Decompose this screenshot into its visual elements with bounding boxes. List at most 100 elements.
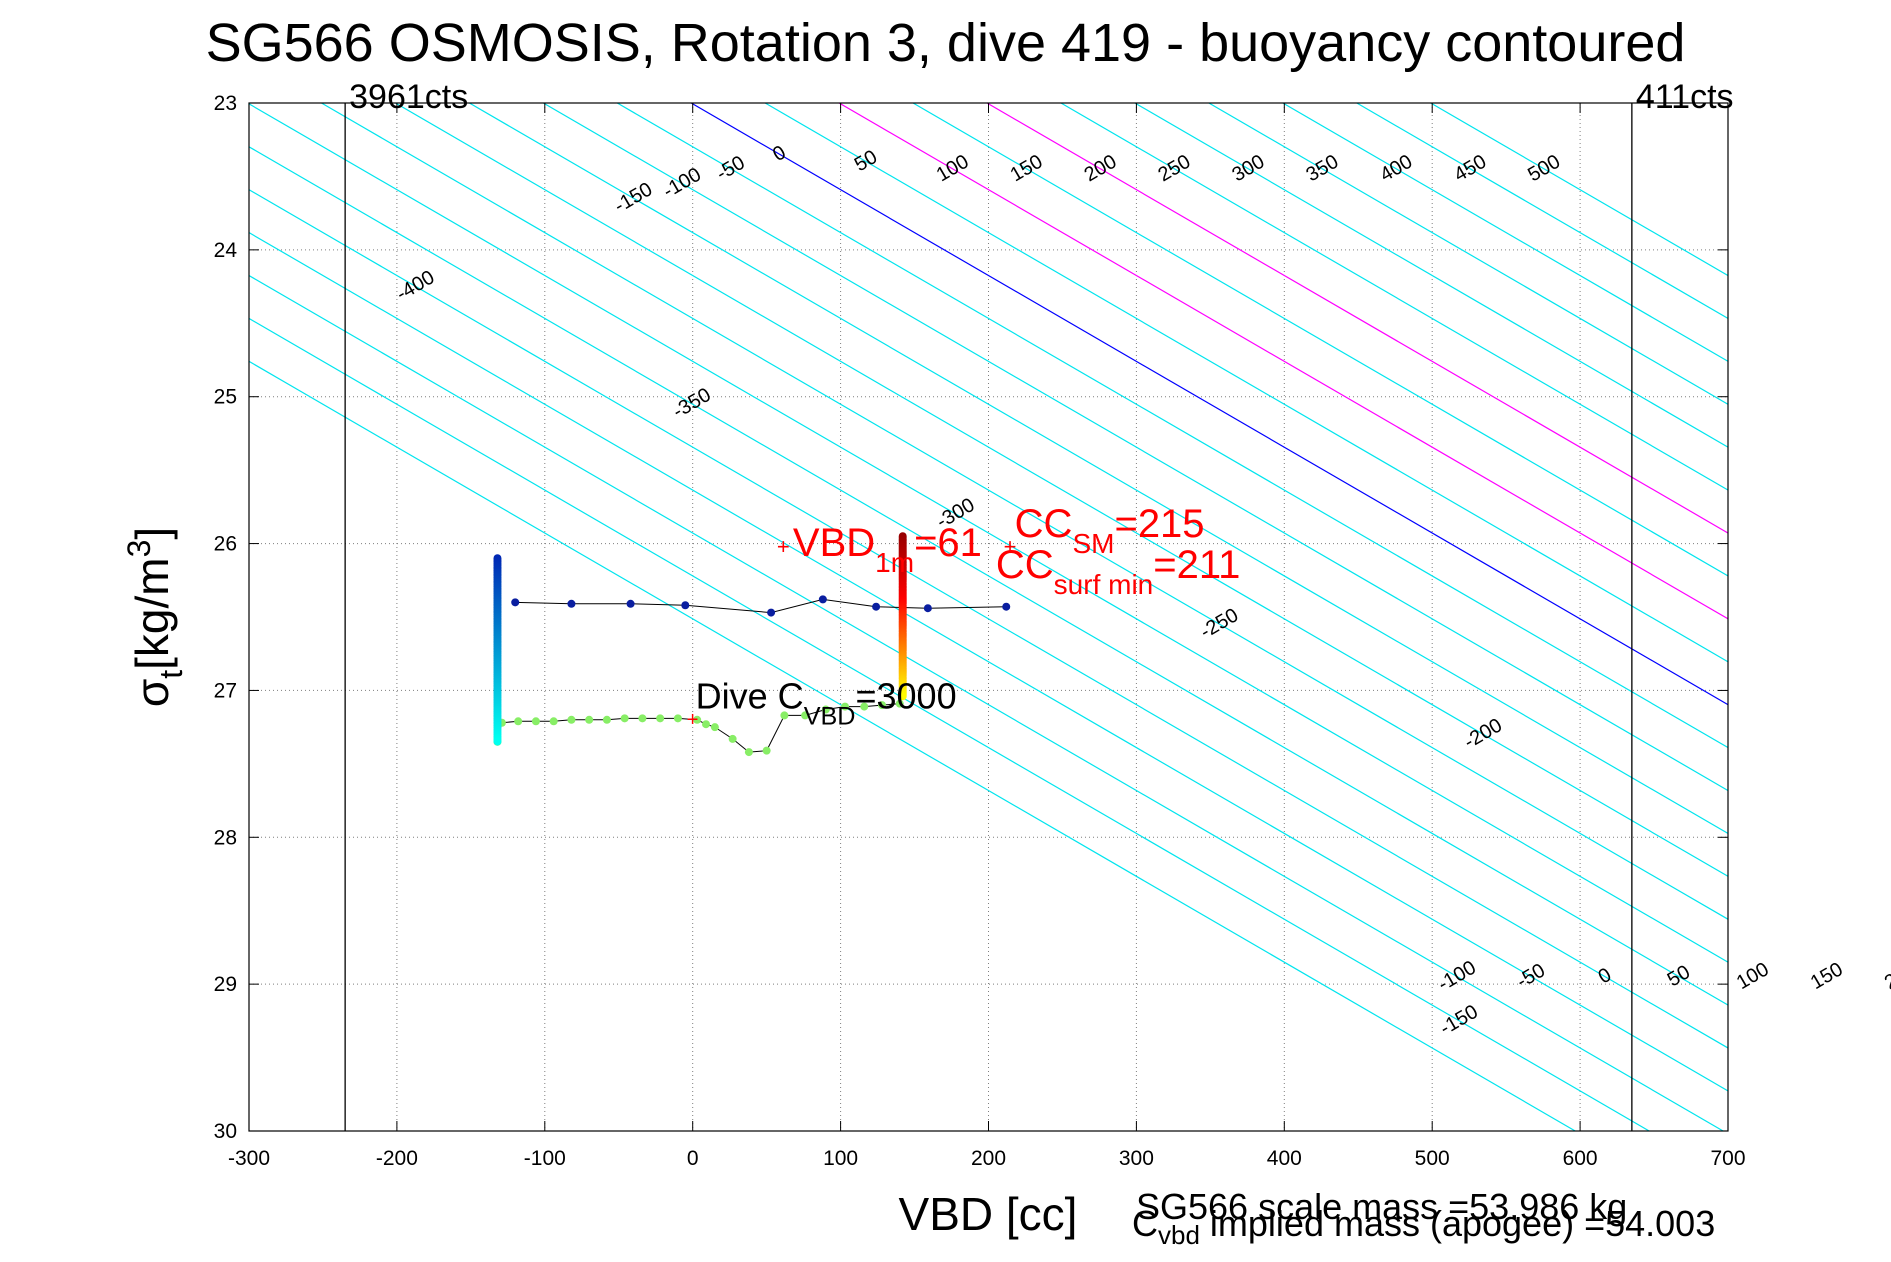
climb-point [514,717,523,726]
buoyancy-contour [912,103,1728,577]
y-axis-subscript: t [153,670,189,679]
buoyancy-contour [395,103,1728,878]
buoyancy-contour [249,231,1728,1092]
dive-point [567,599,576,608]
dive-c-vbd-label: Dive CVBD=3000 [696,676,957,731]
contour-label: 200 [1881,958,1891,994]
grid-lines [249,103,1728,1131]
buoyancy-contour [986,103,1728,534]
vbd-limit-lines: 3961cts 411cts [344,78,1734,1131]
buoyancy-contour [1282,103,1728,363]
dive-point [626,599,635,608]
climb-point [531,717,540,726]
x-tick-label: 300 [1119,1147,1154,1170]
contour-label: 350 [1302,151,1342,187]
contour-label: -150 [611,178,657,217]
contour-label: -150 [1436,1001,1482,1040]
y-axis-label: σt[kg/m3] [121,527,189,707]
climb-point [620,714,629,723]
climb-point [821,705,830,714]
buoyancy-contour [838,103,1728,620]
implied-mass-value: implied mass (apogee) =54.003 [1199,1203,1716,1244]
y-tick-label: 26 [214,533,237,556]
contour-label: 0 [1595,964,1616,989]
plot-frame [248,102,1729,1132]
x-tick-label: 600 [1563,1147,1598,1170]
contour-label: 50 [851,146,881,176]
implied-mass-subscript: vbd [1158,1220,1200,1251]
y-tick-label: 27 [214,679,237,702]
contour-label: -100 [1434,957,1480,996]
buoyancy-contour [249,146,1728,1006]
climb-point [895,699,904,708]
dive-point [511,598,520,607]
dive-point [872,602,881,611]
x-tick-label: 0 [687,1147,699,1170]
buoyancy-contour [321,103,1728,920]
buoyancy-contour [690,103,1728,706]
contour-label: -350 [669,384,715,423]
axis-ticks: -300 -200 -100 0 100 200 300 400 500 600 700232425… [214,92,1746,1170]
y-axis-close: ] [126,527,178,540]
x-tick-label: 200 [971,1147,1006,1170]
buoyancy-contour [764,103,1728,663]
buoyancy-contour [1208,103,1728,405]
x-axis-label: VBD [cc] [899,1188,1078,1240]
dive-marker: + [687,709,699,731]
x-tick-label: -100 [524,1147,566,1170]
x-tick-label: -300 [228,1147,270,1170]
dive-point [681,601,690,610]
buoyancy-contour [469,103,1728,835]
cc-sm-marker: + [1004,534,1017,559]
contour-label: 450 [1450,151,1490,187]
implied-mass-text: Cvbd implied mass (apogee) =54.003 [1132,1203,1715,1251]
chart-title: SG566 OSMOSIS, Rotation 3, dive 419 - bu… [205,13,1686,73]
climb-point [878,701,887,710]
x-tick-label: 700 [1710,1147,1745,1170]
contour-label: 50 [1664,961,1694,991]
x-tick-label: 500 [1415,1147,1450,1170]
dive-point [818,595,827,604]
buoyancy-contour [249,188,1728,1049]
buoyancy-contour [1430,103,1728,277]
contour-label: -50 [713,152,749,186]
buoyancy-contours [249,103,1728,1131]
dive-point [1002,602,1011,611]
data-series [493,532,1011,757]
dive-point [767,608,776,617]
x-tick-label: 400 [1267,1147,1302,1170]
y-tick-label: 30 [214,1120,237,1143]
buoyancy-contour [1356,103,1728,320]
climb-point [762,746,771,755]
contour-label: 500 [1524,151,1564,187]
contour-label: 150 [1007,151,1047,187]
climb-point [585,715,594,724]
y-tick-label: 24 [214,239,238,262]
climb-point [801,711,810,720]
contour-label: -200 [1460,714,1506,753]
vbd-limit-label: 3961cts [349,78,468,116]
buoyancy-contour [1060,103,1728,491]
y-axis-superscript: 3 [121,540,157,558]
climb-point [549,717,558,726]
climb-point [710,723,719,732]
climb-point [567,715,576,724]
contour-label: -250 [1197,604,1243,643]
contour-label: 0 [769,141,790,166]
buoyancy-contour [1134,103,1728,448]
dive-point [923,604,932,613]
climb-point [656,714,665,723]
climb-point [693,715,702,724]
climb-point [860,702,869,711]
y-axis-unit: [kg/m [126,557,178,669]
y-tick-label: 25 [214,386,237,409]
buoyancy-contour [249,317,1650,1131]
x-tick-label: 100 [823,1147,858,1170]
cc-sm-label: CCSM=215 [1015,502,1205,559]
y-tick-label: 23 [214,92,237,115]
contour-label: 100 [933,151,973,187]
depth-point [493,737,502,746]
x-tick-label: -200 [376,1147,418,1170]
